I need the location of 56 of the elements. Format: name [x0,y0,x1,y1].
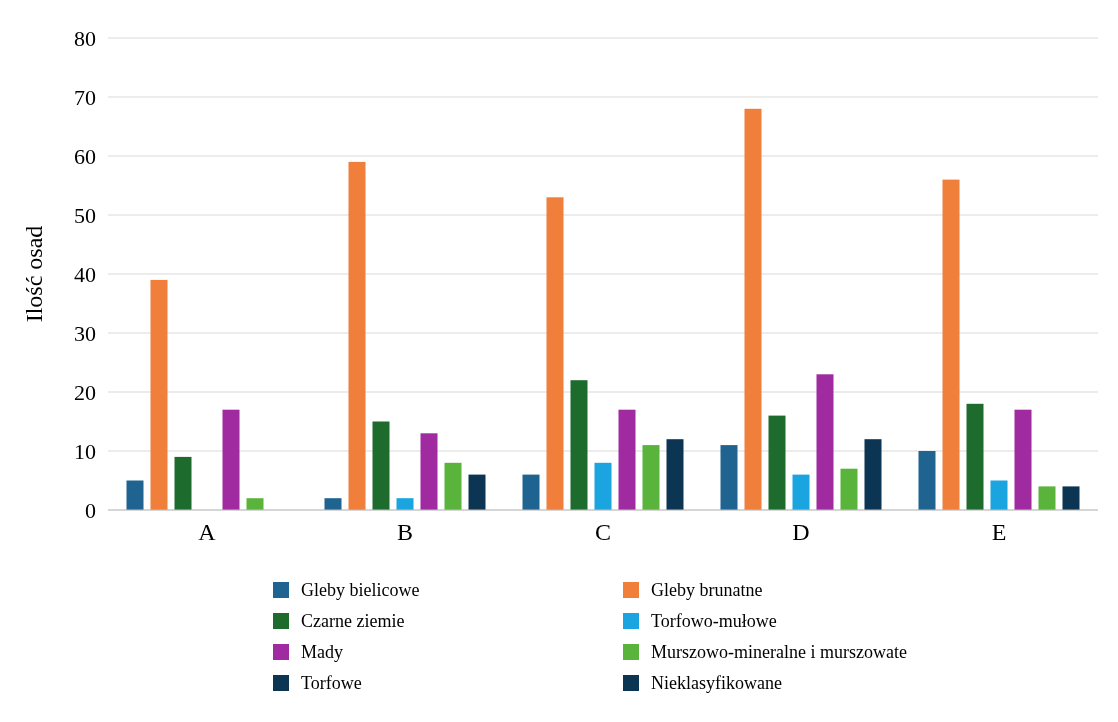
bar [768,415,786,510]
y-tick-label: 40 [74,261,96,287]
bar [174,456,192,510]
legend-label: Gleby brunatne [651,580,763,601]
bar [150,279,168,510]
bar [126,480,144,510]
legend-label: Murszowo-mineralne i murszowate [651,642,907,663]
bar [246,498,264,510]
x-tick-label: E [991,519,1007,545]
bar [864,439,882,510]
bar [1038,486,1056,510]
bar [324,498,342,510]
bar [966,403,984,510]
y-axis-title: Ilość osad [21,225,47,323]
bar [1062,486,1080,510]
bar [222,409,240,510]
bar [594,462,612,510]
bar [396,498,414,510]
bar [420,433,438,510]
y-tick-label: 0 [85,497,96,523]
bar [348,161,366,510]
bar [840,468,858,510]
x-tick-label: D [792,519,810,545]
bar [1014,409,1032,510]
bar [666,439,684,510]
y-tick-label: 50 [74,202,96,228]
bar [918,451,936,510]
legend-label: Nieklasyfikowane [651,673,782,694]
bar [372,421,390,510]
y-tick-label: 10 [74,438,96,464]
bar [792,474,810,510]
legend-label: Gleby bielicowe [301,580,420,601]
bar [570,380,588,510]
bar [720,445,738,510]
bar [468,474,486,510]
bar [546,197,564,510]
bar [522,474,540,510]
bar [990,480,1008,510]
legend-label: Czarne ziemie [301,611,405,632]
bar [618,409,636,510]
bar [744,108,762,510]
bar [942,179,960,510]
x-tick-label: A [198,519,217,545]
x-tick-label: C [594,519,612,545]
bar [816,374,834,510]
y-tick-label: 30 [74,320,96,346]
legend-label: Torfowe [301,673,362,694]
y-tick-label: 70 [74,84,96,110]
bar [444,462,462,510]
x-tick-label: B [396,519,414,545]
legend-label: Torfowo-mułowe [651,611,777,632]
y-tick-label: 80 [74,25,96,51]
y-tick-label: 60 [74,143,96,169]
y-tick-label: 20 [74,379,96,405]
legend-label: Mady [301,642,343,663]
bar [642,445,660,510]
